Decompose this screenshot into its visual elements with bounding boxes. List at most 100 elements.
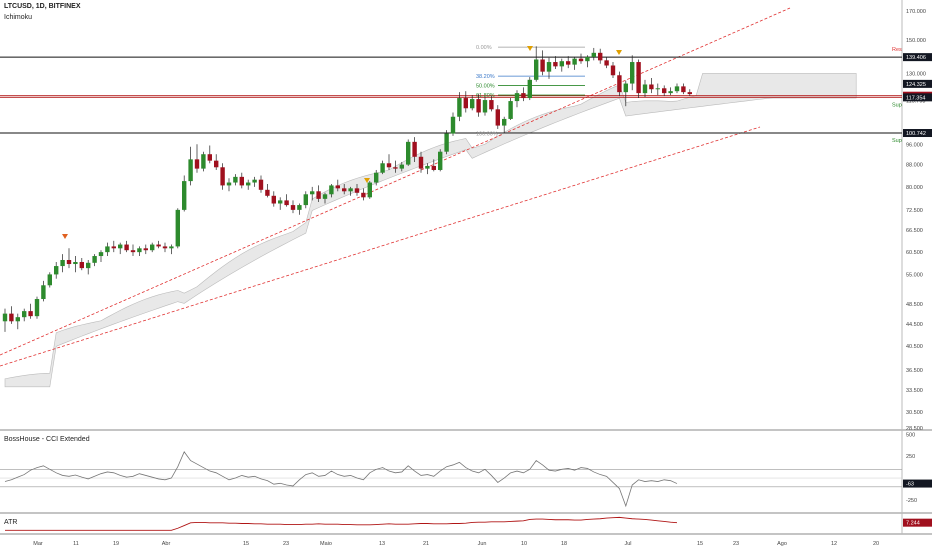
price-tick-label: 60.500 <box>906 250 923 256</box>
candle-body <box>98 252 104 257</box>
cci-tick-label: 250 <box>906 454 915 460</box>
candle-body <box>252 179 257 183</box>
candle-body <box>450 116 456 134</box>
candle-body <box>201 154 206 169</box>
candle-body <box>329 185 334 195</box>
price-label: 124.325 <box>906 82 926 88</box>
candle-body <box>226 182 232 186</box>
candle-body <box>514 93 520 102</box>
cci-panel-title: BossHouse - CCI Extended <box>4 436 90 443</box>
candle-body <box>399 164 404 169</box>
time-tick-label: 18 <box>561 541 567 547</box>
candle-body <box>354 188 360 193</box>
candle-body <box>335 185 340 189</box>
candle-body <box>15 317 20 322</box>
level-tag: Res <box>892 47 902 53</box>
atr-value-label: 7.244 <box>906 521 920 527</box>
candle-body <box>143 248 148 251</box>
fib-label: 38.20% <box>476 74 495 80</box>
symbol-title: LTCUSD, 1D, BITFINEX <box>4 3 81 10</box>
candle-body <box>316 191 321 199</box>
candle-body <box>681 86 686 93</box>
candle-body <box>290 205 296 210</box>
time-tick-label: 23 <box>283 541 289 547</box>
candle-body <box>687 92 692 95</box>
time-tick-label: Jun <box>478 541 487 547</box>
candle-body <box>118 244 123 249</box>
time-tick-label: 15 <box>697 541 703 547</box>
candle-body <box>604 60 609 66</box>
candle-body <box>34 299 40 317</box>
price-label: 139.406 <box>906 55 926 61</box>
candle-body <box>9 313 14 322</box>
fib-label: 100.00% <box>476 132 498 138</box>
candle-body <box>585 56 590 62</box>
fib-label: 50.00% <box>476 83 495 89</box>
price-tick-label: 55.000 <box>906 272 923 278</box>
candle-body <box>553 62 558 67</box>
candle-body <box>598 52 603 61</box>
candle-body <box>258 179 264 190</box>
price-tick-label: 150.000 <box>906 38 926 44</box>
candle-body <box>431 165 436 170</box>
candle-body <box>559 61 564 67</box>
candle-body <box>47 274 52 286</box>
time-tick-label: 23 <box>733 541 739 547</box>
candle-body <box>617 75 622 93</box>
time-tick-label: 15 <box>243 541 249 547</box>
price-tick-label: 96.000 <box>906 142 923 148</box>
candle-body <box>668 91 673 94</box>
candle-body <box>297 205 302 210</box>
candle-body <box>674 86 680 92</box>
candle-body <box>303 194 308 206</box>
fib-label: 61.80% <box>476 93 495 99</box>
candle-body <box>521 93 526 99</box>
price-tick-label: 170.000 <box>906 9 926 15</box>
fib-label: 0.00% <box>476 45 492 51</box>
candle-body <box>79 262 84 269</box>
candle-body <box>239 176 244 186</box>
candle-body <box>591 52 596 57</box>
candle-body <box>278 200 283 204</box>
price-tick-label: 130.000 <box>906 71 926 77</box>
cci-value-box <box>903 479 932 488</box>
candle-body <box>214 160 219 168</box>
candle-body <box>367 182 372 198</box>
candle-body <box>502 118 507 126</box>
price-tick-label: 28.500 <box>906 426 923 432</box>
price-tick-label: 44.500 <box>906 322 923 328</box>
candle-body <box>374 172 379 183</box>
candle-body <box>495 109 500 126</box>
candle-body <box>566 61 571 65</box>
candle-body <box>246 182 251 186</box>
candle-body <box>540 59 545 72</box>
candle-body <box>463 98 468 109</box>
candle-body <box>546 62 552 72</box>
candle-body <box>534 59 539 80</box>
price-label: 117.354 <box>906 95 925 101</box>
candle-body <box>636 62 641 94</box>
price-tick-label: 36.500 <box>906 368 923 374</box>
candle-body <box>137 248 142 253</box>
candle-body <box>111 246 116 249</box>
level-tag: Sup <box>892 138 902 144</box>
ichimoku-cloud <box>4 73 857 388</box>
candle-body <box>482 100 488 113</box>
candle-body <box>310 191 315 195</box>
candle-body <box>60 259 65 267</box>
price-label: 100.742 <box>906 131 926 137</box>
candle-body <box>380 163 385 173</box>
time-tick-label: 20 <box>873 541 879 547</box>
candle-body <box>386 163 392 168</box>
candle-body <box>649 84 654 90</box>
candle-body <box>130 250 136 253</box>
candle-body <box>54 266 59 275</box>
price-tick-label: 80.000 <box>906 185 923 191</box>
signal-arrow-icon <box>364 178 370 183</box>
candle-body <box>28 311 33 317</box>
signal-arrow-icon <box>62 234 68 239</box>
price-tick-label: 40.500 <box>906 344 923 350</box>
time-tick-label: 11 <box>73 541 79 547</box>
candle-body <box>105 246 110 253</box>
